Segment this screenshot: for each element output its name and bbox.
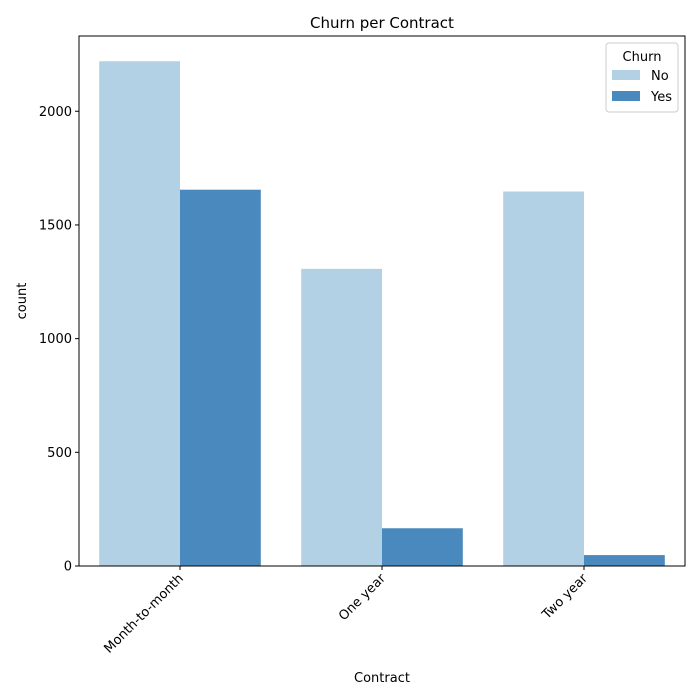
x-tick-label: One year [336, 571, 389, 624]
x-axis: Month-to-month One year Two year [102, 566, 591, 657]
legend-label-yes: Yes [650, 90, 672, 105]
y-tick-label: 1000 [39, 332, 72, 347]
bar-no-1 [99, 61, 180, 566]
bars-group [99, 61, 665, 566]
bar-yes-3 [584, 555, 665, 566]
x-tick-label: Month-to-month [102, 571, 187, 656]
y-tick-label: 0 [64, 560, 72, 575]
legend-swatch-yes [612, 91, 640, 101]
bar-yes-1 [180, 189, 261, 566]
legend: Churn No Yes [605, 42, 679, 113]
chart-title: Churn per Contract [310, 14, 454, 32]
y-tick-label: 500 [47, 446, 72, 461]
x-axis-label: Contract [354, 671, 410, 686]
bar-yes-2 [382, 528, 463, 566]
y-tick-label: 1500 [39, 218, 72, 233]
y-axis: 0 500 1000 1500 2000 [39, 105, 79, 575]
y-axis-label: count [15, 283, 30, 320]
plot-frame [78, 35, 686, 567]
legend-swatch-no [612, 70, 640, 80]
bar-no-2 [301, 268, 382, 566]
y-tick-label: 2000 [39, 105, 72, 120]
legend-label-no: No [651, 69, 669, 84]
bar-no-3 [503, 191, 584, 566]
x-tick-label: Two year [539, 571, 591, 623]
legend-title: Churn [623, 50, 662, 65]
